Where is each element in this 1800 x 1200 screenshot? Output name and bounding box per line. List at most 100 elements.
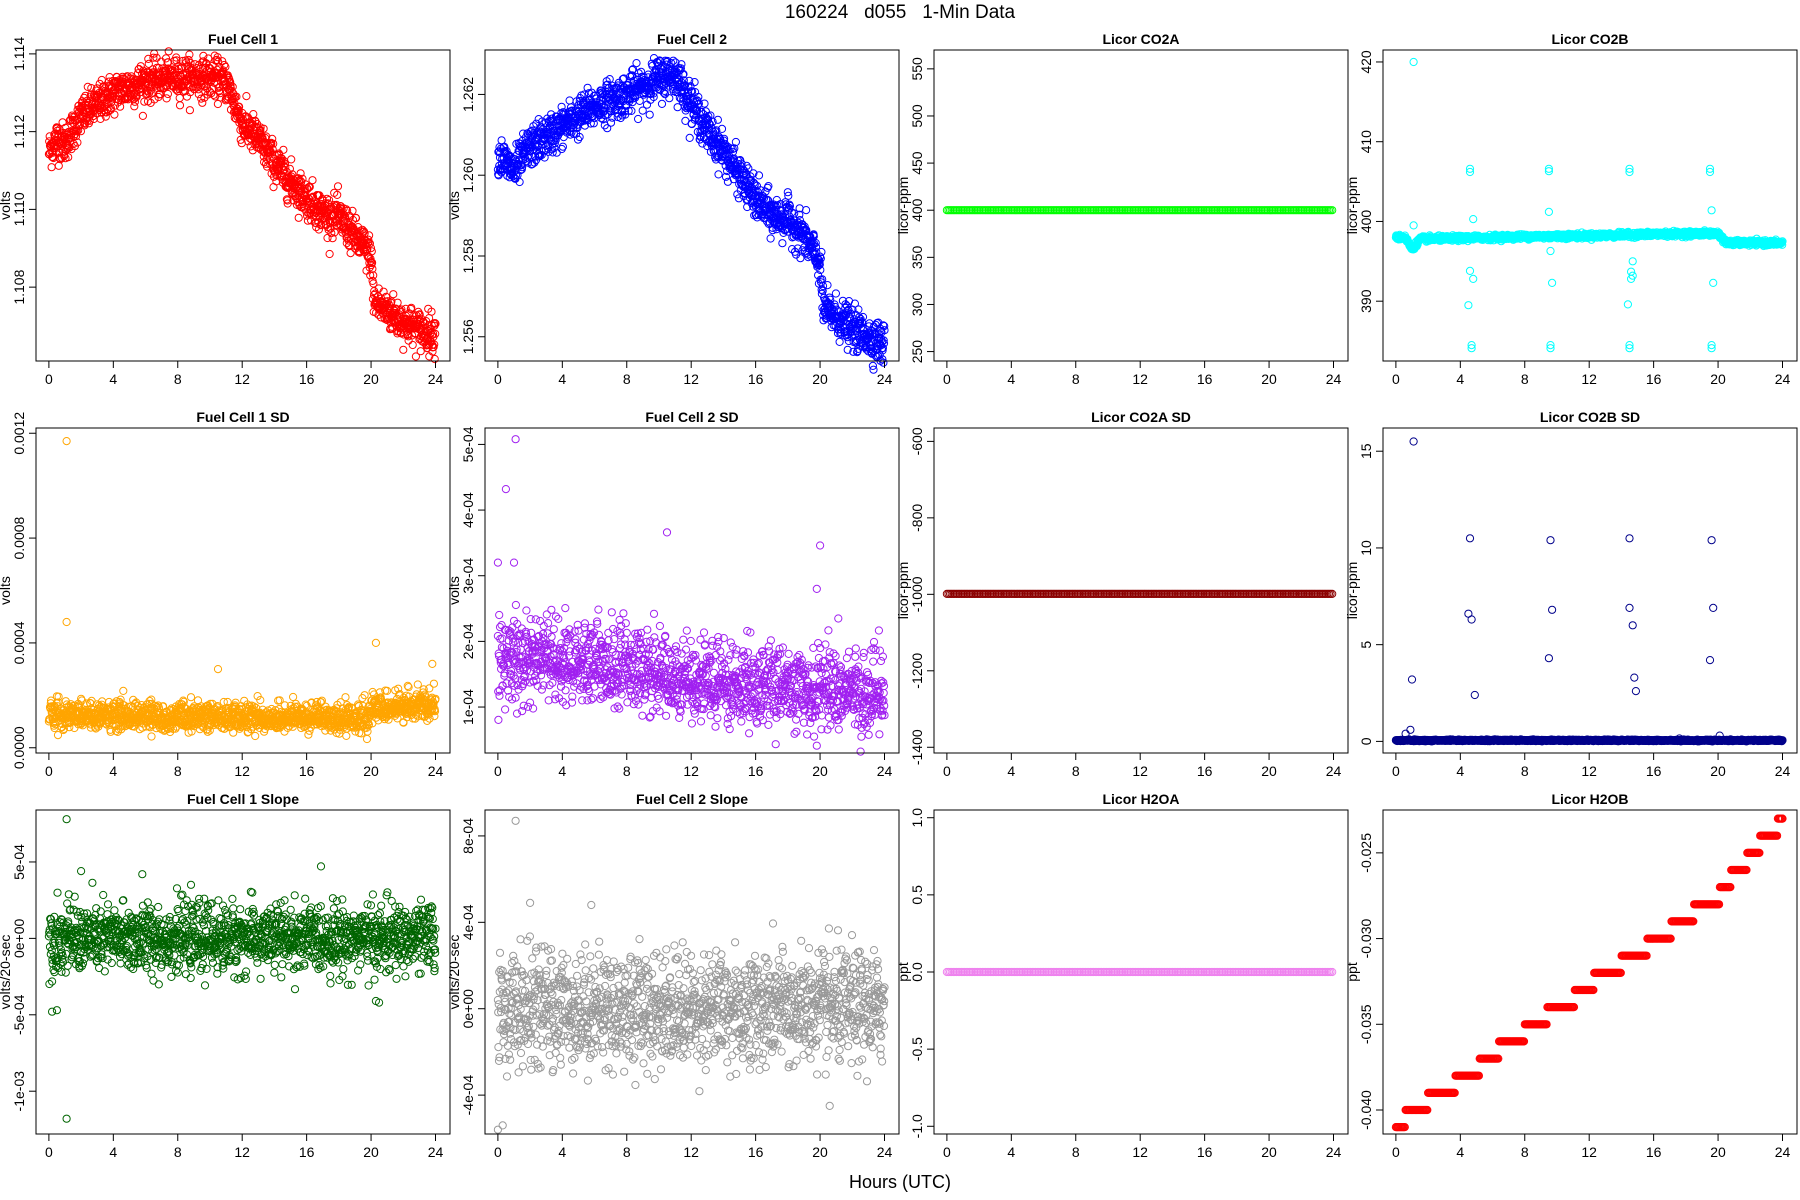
data-point bbox=[766, 234, 775, 243]
panel-fc1sd: Fuel Cell 1 SD0 4 8 12 16 20 240.00000.00040.0… bbox=[0, 409, 451, 779]
x-tick-label: 4 bbox=[1456, 371, 1464, 387]
data-point bbox=[269, 139, 278, 148]
data-point bbox=[198, 98, 207, 107]
x-tick-label: 20 bbox=[1710, 371, 1726, 387]
panel-title: Fuel Cell 1 bbox=[208, 31, 278, 47]
data-point bbox=[606, 118, 616, 127]
data-point bbox=[1469, 215, 1478, 224]
x-tick-label: 8 bbox=[623, 371, 631, 387]
panel-title: Fuel Cell 2 bbox=[657, 31, 727, 47]
data-point bbox=[47, 163, 56, 172]
data-point bbox=[249, 110, 258, 119]
data-point bbox=[178, 56, 187, 66]
data-point bbox=[1409, 57, 1418, 67]
data-point bbox=[116, 102, 125, 111]
data-point bbox=[714, 170, 723, 179]
y-tick-label: 550 bbox=[909, 57, 925, 81]
x-tick-label: 0 bbox=[943, 371, 951, 387]
data-point bbox=[1628, 257, 1637, 266]
data-point bbox=[214, 83, 223, 92]
data-point bbox=[235, 102, 244, 111]
data-point bbox=[134, 69, 143, 78]
data-point bbox=[1464, 301, 1473, 310]
y-tick-label: 1.258 bbox=[460, 238, 476, 273]
x-tick-label: 0 bbox=[494, 371, 502, 387]
data-point bbox=[150, 49, 159, 58]
data-point bbox=[1409, 221, 1418, 230]
plot-frame bbox=[1382, 49, 1798, 362]
x-tick-label: 0 bbox=[1392, 371, 1400, 387]
y-tick-label: 500 bbox=[909, 104, 925, 128]
y-tick-label: 400 bbox=[1358, 210, 1374, 234]
y-tick-label: 300 bbox=[909, 293, 925, 317]
data-point bbox=[289, 182, 298, 191]
data-point bbox=[144, 59, 153, 69]
data-point bbox=[185, 83, 194, 92]
panel-title: Licor CO2B bbox=[1551, 31, 1628, 47]
data-point bbox=[136, 62, 145, 71]
data-point bbox=[106, 104, 116, 113]
data-point bbox=[228, 82, 237, 92]
x-tick-label: 12 bbox=[1132, 371, 1148, 387]
data-point bbox=[164, 58, 173, 67]
y-axis-label: licor-ppm bbox=[1344, 177, 1360, 235]
data-point bbox=[180, 71, 189, 80]
panel-title: Fuel Cell 1 SD bbox=[196, 409, 289, 425]
y-axis-label: licor-ppm bbox=[895, 177, 911, 235]
panel-title: Licor CO2A bbox=[1102, 31, 1179, 47]
x-tick-label: 16 bbox=[1646, 371, 1662, 387]
data-point bbox=[268, 145, 277, 154]
data-point bbox=[175, 101, 185, 110]
data-point bbox=[280, 165, 289, 175]
data-point bbox=[144, 54, 153, 64]
data-point bbox=[731, 137, 741, 147]
data-point bbox=[54, 161, 63, 170]
x-tick-label: 20 bbox=[812, 371, 828, 387]
data-points bbox=[44, 47, 440, 364]
data-point bbox=[1709, 278, 1718, 287]
data-point bbox=[89, 112, 98, 121]
data-point bbox=[164, 47, 173, 56]
x-tick-label: 16 bbox=[299, 371, 315, 387]
data-point bbox=[642, 100, 652, 109]
x-tick-label: 4 bbox=[109, 371, 117, 387]
data-point bbox=[162, 94, 171, 103]
data-point bbox=[288, 170, 297, 179]
y-tick-label: 450 bbox=[909, 151, 925, 175]
x-tick-label: 24 bbox=[428, 371, 444, 387]
data-point bbox=[81, 91, 90, 100]
figure-title: 160224 d055 1-Min Data bbox=[784, 2, 1016, 23]
data-point bbox=[221, 62, 230, 71]
data-point bbox=[174, 62, 183, 71]
data-point bbox=[270, 150, 279, 159]
data-point bbox=[242, 92, 251, 101]
x-tick-label: 12 bbox=[234, 371, 250, 387]
x-tick-label: 8 bbox=[174, 371, 182, 387]
data-point bbox=[226, 84, 235, 93]
data-point bbox=[408, 340, 417, 350]
x-tick-label: 8 bbox=[1072, 371, 1080, 387]
data-point bbox=[214, 57, 223, 66]
y-tick-label: 1.112 bbox=[11, 114, 27, 148]
panel-fc1: Fuel Cell 10 4 8 12 16 20 241.1081.1101.1121.1… bbox=[0, 31, 451, 387]
x-tick-label: 24 bbox=[1775, 371, 1791, 387]
data-point bbox=[1548, 278, 1557, 287]
data-point bbox=[163, 89, 172, 99]
x-tick-label: 4 bbox=[1007, 371, 1015, 387]
x-tick-label: 4 bbox=[558, 371, 566, 387]
data-point bbox=[835, 337, 844, 346]
y-tick-label: 1.256 bbox=[460, 319, 476, 354]
data-point bbox=[565, 96, 574, 105]
data-points bbox=[493, 54, 889, 374]
x-axis: 0 4 8 12 16 20 24 bbox=[1392, 360, 1791, 387]
data-point bbox=[294, 213, 303, 222]
data-point bbox=[76, 127, 86, 136]
x-tick-label: 12 bbox=[683, 371, 699, 387]
x-tick-label: 16 bbox=[1197, 371, 1213, 387]
x-axis: 0 4 8 12 16 20 24 bbox=[943, 360, 1341, 387]
